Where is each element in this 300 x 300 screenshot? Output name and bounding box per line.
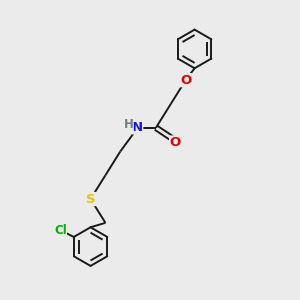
Text: Cl: Cl — [54, 224, 67, 237]
Text: O: O — [180, 74, 191, 87]
Text: O: O — [169, 136, 181, 149]
Text: N: N — [132, 121, 143, 134]
Text: H: H — [124, 118, 134, 131]
Text: S: S — [86, 193, 95, 206]
